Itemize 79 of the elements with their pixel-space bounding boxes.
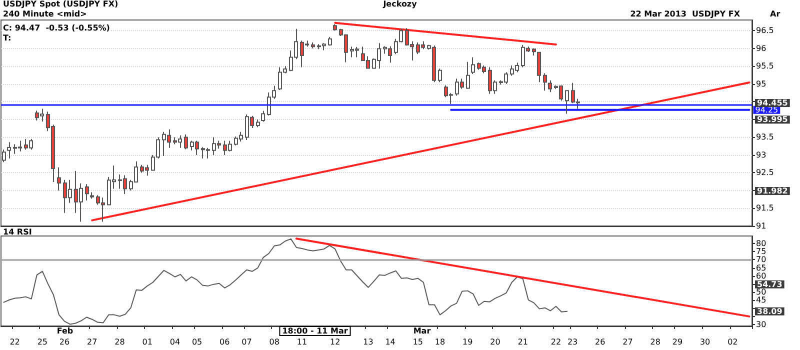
- x-tick-label: 27: [87, 338, 98, 346]
- text: Feb: [56, 326, 74, 336]
- y-tick-label: 50: [756, 288, 766, 297]
- x-tick-label: 28: [650, 338, 660, 346]
- candlestick: [328, 36, 332, 46]
- x-tick-label: 07: [242, 338, 252, 346]
- candlestick: [261, 110, 265, 122]
- text: 22 Mar 2013 USDJPY FX: [630, 10, 741, 18]
- y-tick-label: 70: [756, 255, 766, 264]
- x-tick-label: 02: [728, 338, 738, 346]
- y-tick-label: 60: [756, 271, 766, 280]
- text: Ar: [770, 10, 780, 18]
- text: Mar: [413, 326, 431, 336]
- x-tick-label: 30: [700, 338, 710, 346]
- annotation: T:: [3, 34, 12, 42]
- x-tick-label: 26: [59, 338, 70, 346]
- y-tick-label: 92.5: [756, 168, 774, 178]
- chart-title: 14 RSI: [3, 228, 32, 236]
- x-tick-label: 28: [114, 338, 125, 346]
- y-tick-label: 91: [756, 222, 766, 230]
- x-tick-label: 05: [192, 338, 202, 346]
- x-tick-label: 11: [296, 338, 308, 346]
- x-tick-label: 06: [220, 338, 230, 346]
- x-tick-label: 22: [10, 338, 20, 346]
- x-tick-label: 26: [595, 338, 606, 346]
- y-tick-label: 30: [756, 320, 766, 330]
- y-tick-label: 75: [756, 247, 766, 256]
- candlestick: [466, 61, 470, 90]
- x-tick-label: 22: [550, 338, 562, 346]
- text: 94.455: [757, 98, 788, 108]
- x-tick-label: 19: [462, 338, 473, 346]
- x-tick-label: 18: [434, 338, 446, 346]
- x-tick-label: 15: [412, 338, 424, 346]
- candlestick: [438, 68, 442, 83]
- text: Jeckozy: [382, 0, 418, 8]
- chart-subtitle: 240 Minute <mid>: [3, 10, 87, 18]
- y-tick-label: 95: [756, 79, 766, 88]
- candlestick: [532, 48, 536, 56]
- candlestick: [537, 52, 541, 83]
- candlestick: [57, 166, 61, 191]
- x-tick-label: 04: [170, 338, 180, 346]
- x-tick-label: 21: [518, 338, 528, 346]
- y-tick-label: 45: [756, 296, 766, 305]
- x-tick-label: 01: [142, 338, 152, 346]
- chart-title: USDJPY Spot (USDJPY FX): [3, 0, 118, 8]
- x-tick-label: 14: [385, 338, 396, 346]
- x-tick-label: 13: [363, 338, 374, 346]
- candlestick: [548, 80, 552, 93]
- annotation: C: 94.47 -0.53 (-0.55%): [3, 24, 110, 32]
- y-tick-label: 93: [756, 150, 766, 160]
- text: 38.09: [757, 306, 783, 316]
- candlestick: [256, 118, 260, 128]
- candlestick: [311, 42, 315, 49]
- candlestick: [543, 72, 547, 92]
- text: 54.73: [757, 280, 782, 289]
- y-tick-label: 91.5: [756, 204, 774, 213]
- x-tick-label: 23: [567, 338, 578, 346]
- x-tick-label: 25: [37, 338, 48, 346]
- x-tick-label: 29: [672, 338, 683, 346]
- candlestick: [85, 184, 89, 201]
- x-tick-label: 27: [622, 338, 633, 346]
- y-tick-label: 96.5: [756, 26, 774, 36]
- y-tick-label: 95.5: [756, 62, 774, 71]
- x-tick-label: 12: [330, 338, 340, 346]
- candlestick: [333, 24, 337, 32]
- candlestick: [565, 90, 569, 114]
- y-tick-label: 96: [756, 44, 766, 53]
- text: 91.982: [757, 186, 788, 196]
- text: 93.995: [757, 115, 788, 124]
- text: 18:00 - 11 Mar: [282, 326, 348, 336]
- candlestick: [471, 56, 475, 74]
- x-tick-label: 20: [490, 338, 500, 346]
- candlestick: [90, 192, 94, 200]
- y-tick-label: 80: [756, 238, 766, 248]
- candlestick: [7, 142, 11, 160]
- x-tick-label: 08: [269, 338, 280, 346]
- y-tick-label: 65: [756, 263, 766, 272]
- candlestick: [184, 134, 188, 150]
- y-tick-label: 93.5: [756, 132, 774, 142]
